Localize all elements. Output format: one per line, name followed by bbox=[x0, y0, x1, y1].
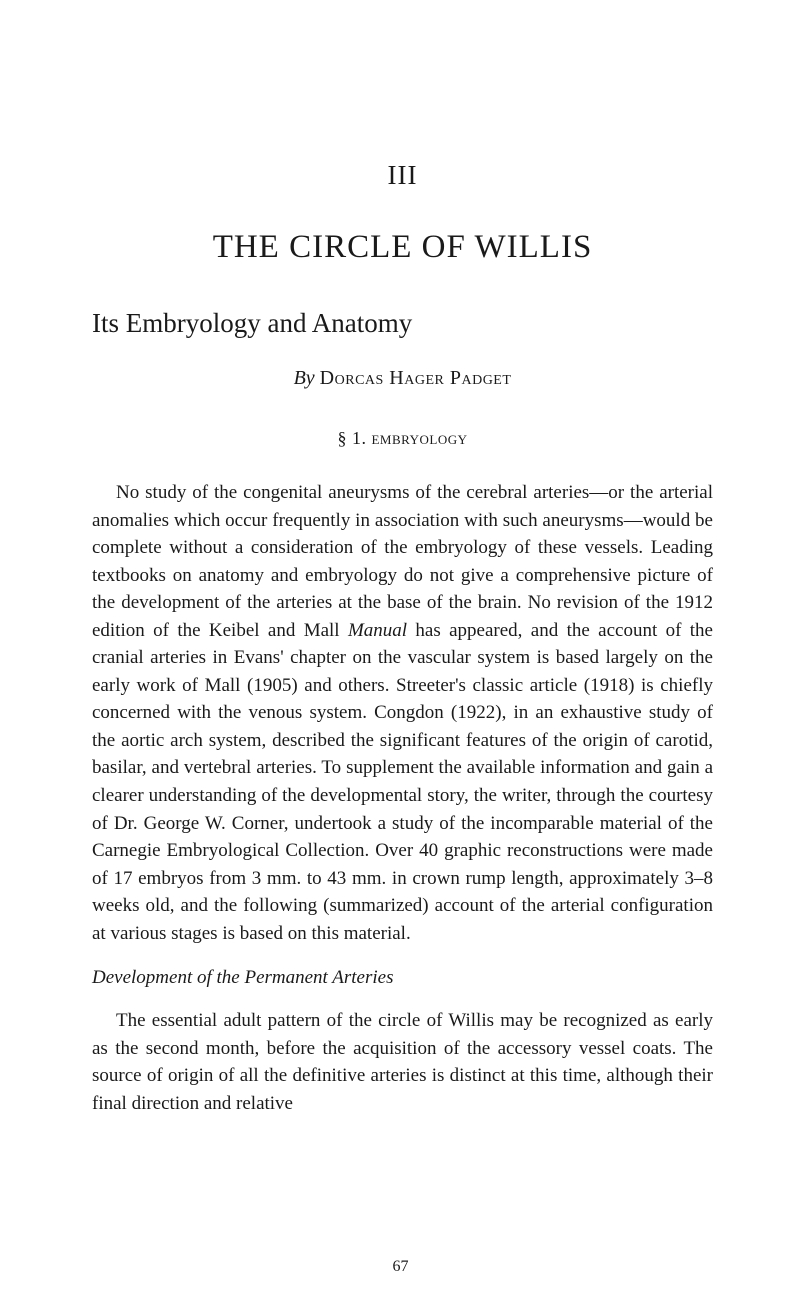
para1-pre: No study of the congenital aneurysms of … bbox=[92, 482, 713, 641]
section-marker: § 1. bbox=[337, 428, 366, 448]
paragraph-1: No study of the congenital aneurysms of … bbox=[92, 479, 713, 947]
para1-post: has appeared, and the account of the cra… bbox=[92, 620, 713, 944]
author-name: Dorcas Hager Padget bbox=[320, 367, 512, 389]
page-number: 67 bbox=[393, 1258, 409, 1276]
author-by: By bbox=[294, 367, 315, 389]
chapter-subtitle: Its Embryology and Anatomy bbox=[92, 308, 713, 339]
author-line: By Dorcas Hager Padget bbox=[92, 367, 713, 390]
chapter-title: THE CIRCLE OF WILLIS bbox=[92, 229, 713, 266]
chapter-number: III bbox=[92, 160, 713, 191]
paragraph-2: The essential adult pattern of the circl… bbox=[92, 1007, 713, 1117]
book-title-manual: Manual bbox=[348, 620, 407, 641]
section-header: § 1. embryology bbox=[92, 428, 713, 449]
subsection-title: Development of the Permanent Arteries bbox=[92, 967, 713, 989]
section-label: embryology bbox=[371, 428, 467, 448]
